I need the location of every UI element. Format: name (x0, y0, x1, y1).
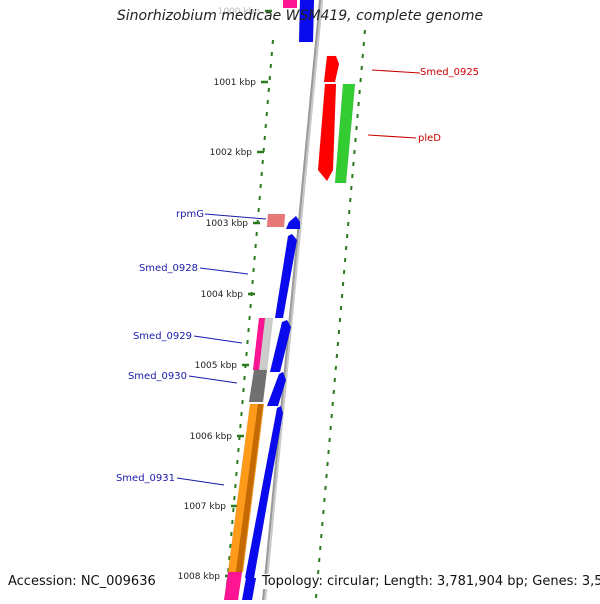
gene-label-leader (372, 70, 420, 73)
gene-label-leader (194, 336, 242, 343)
scale-tick-label: 1005 kbp (195, 361, 238, 371)
scale-tick-label: 1004 kbp (201, 290, 244, 300)
gene-label-smed_0930[interactable]: Smed_0930 (128, 371, 187, 382)
genome-title: Sinorhizobium medicae WSM419, complete g… (0, 8, 600, 24)
gene-smed0930[interactable] (249, 370, 267, 402)
gene-blue-bottom[interactable] (242, 578, 256, 600)
gene-pled[interactable] (318, 84, 336, 181)
gene-green[interactable] (335, 84, 355, 183)
accession-text: Accession: NC_009636 (6, 574, 158, 589)
scale-tick-label: 1007 kbp (184, 502, 227, 512)
gene-label-smed_0929[interactable]: Smed_0929 (133, 331, 192, 342)
gene-pink-top[interactable] (283, 0, 297, 8)
gene-label-leader (200, 268, 248, 274)
genome-backbone-shade (264, 0, 323, 600)
scale-tick-label: 1001 kbp (214, 78, 257, 88)
gene-label-smed_0928[interactable]: Smed_0928 (139, 263, 198, 274)
gene-label-leader (177, 478, 224, 485)
scale-tick-label: 1008 kbp (178, 572, 221, 582)
scale-tick-label: 1002 kbp (210, 148, 253, 158)
topology-text: Topology: circular; Length: 3,781,904 bp… (260, 574, 600, 589)
gene-label-smed_0931[interactable]: Smed_0931 (116, 473, 175, 484)
gene-label-pled[interactable]: pleD (418, 133, 441, 144)
gene-rpmg[interactable] (267, 214, 285, 227)
gene-blue-small[interactable] (286, 216, 300, 229)
gene-label-rpmg[interactable]: rpmG (176, 209, 204, 220)
gene-smed0925[interactable] (324, 56, 339, 82)
gene-label-leader (189, 376, 237, 383)
gene-label-leader (368, 135, 416, 138)
scale-tick-label: 1006 kbp (190, 432, 233, 442)
scale-tick-label: 1003 kbp (206, 219, 249, 229)
gene-label-smed_0925[interactable]: Smed_0925 (420, 67, 479, 78)
